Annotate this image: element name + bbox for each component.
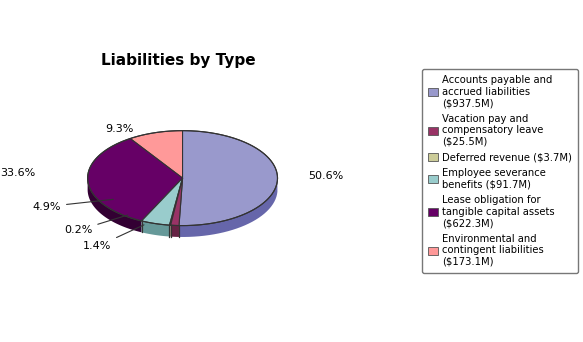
Text: 1.4%: 1.4% bbox=[83, 225, 144, 251]
Polygon shape bbox=[179, 180, 278, 237]
Text: 50.6%: 50.6% bbox=[308, 171, 343, 181]
Polygon shape bbox=[179, 131, 278, 226]
Polygon shape bbox=[130, 131, 182, 178]
Polygon shape bbox=[142, 178, 182, 225]
Text: 9.3%: 9.3% bbox=[105, 124, 133, 134]
Title: Liabilities by Type: Liabilities by Type bbox=[100, 53, 255, 68]
Text: 33.6%: 33.6% bbox=[0, 168, 36, 179]
Text: 4.9%: 4.9% bbox=[33, 199, 113, 212]
Text: 0.2%: 0.2% bbox=[64, 215, 128, 235]
Polygon shape bbox=[171, 225, 179, 237]
Polygon shape bbox=[170, 178, 182, 225]
Polygon shape bbox=[87, 179, 142, 232]
Polygon shape bbox=[142, 221, 170, 237]
Polygon shape bbox=[87, 139, 182, 221]
Polygon shape bbox=[170, 225, 171, 237]
Legend: Accounts payable and
accrued liabilities
($937.5M), Vacation pay and
compensator: Accounts payable and accrued liabilities… bbox=[422, 69, 578, 273]
Polygon shape bbox=[171, 178, 182, 226]
